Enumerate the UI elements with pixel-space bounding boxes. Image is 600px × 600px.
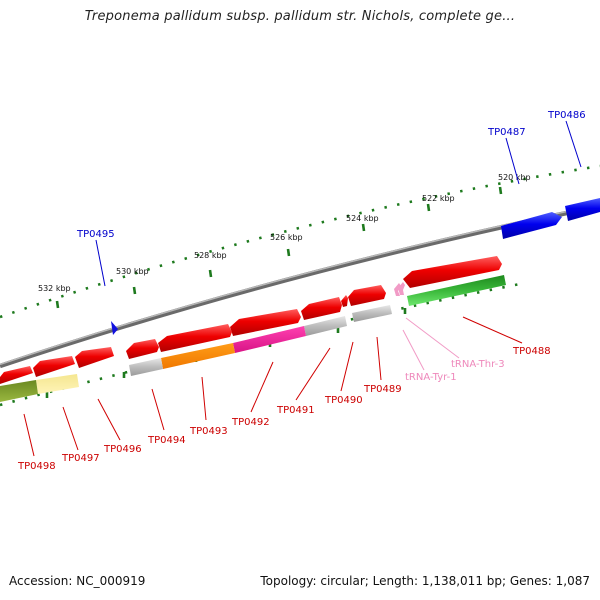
ruler-label-526: 526 kbp: [270, 233, 303, 242]
gene-TP0490-small[interactable]: [341, 295, 348, 307]
feature-bar-gray-489: [352, 305, 392, 322]
gene-TP0496[interactable]: [75, 347, 114, 368]
gene-TP0495[interactable]: [111, 321, 118, 335]
gene-TP0491[interactable]: [301, 297, 342, 320]
map-title: Treponema pallidum subsp. pallidum str. …: [84, 9, 516, 24]
gene-TP0497[interactable]: [33, 356, 75, 377]
label-TP0487[interactable]: TP0487: [487, 127, 526, 138]
label-TP0497[interactable]: TP0497: [61, 453, 100, 464]
label-TP0488[interactable]: TP0488: [512, 346, 551, 357]
gene-TP0487[interactable]: [501, 212, 562, 239]
ruler-label-528: 528 kbp: [194, 251, 227, 260]
feature-bar-yellow: [36, 374, 79, 394]
label-TP0494[interactable]: TP0494: [147, 435, 186, 446]
feature-bar-magenta: [233, 326, 306, 353]
gene-TP0494[interactable]: [126, 339, 159, 359]
label-TP0492[interactable]: TP0492: [231, 417, 270, 428]
gene-TP0488[interactable]: [403, 256, 502, 288]
ruler-label-520: 520 kbp: [498, 173, 531, 182]
label-TP0486[interactable]: TP0486: [547, 110, 586, 121]
feature-bar-gray-491: [304, 316, 347, 336]
ruler-label-524: 524 kbp: [346, 214, 379, 223]
gene-tRNA-Thr-3[interactable]: [394, 283, 401, 296]
feature-bar-olive: [0, 380, 38, 402]
topology-text: Topology: circular; Length: 1,138,011 bp…: [260, 574, 590, 588]
feature-bar-gray-494: [129, 358, 163, 376]
label-TP0495[interactable]: TP0495: [76, 229, 115, 240]
label-TP0496[interactable]: TP0496: [103, 444, 142, 455]
label-TP0489[interactable]: TP0489: [363, 384, 402, 395]
outer-ruler-ticks: [55, 186, 503, 309]
gene-tRNA-Tyr-1[interactable]: [398, 282, 405, 295]
ruler-label-530: 530 kbp: [116, 267, 149, 276]
ruler-label-532: 532 kbp: [38, 284, 71, 293]
accession-text: Accession: NC_000919: [9, 574, 146, 588]
gene-TP0489[interactable]: [348, 285, 386, 306]
feature-bar-orange: [161, 343, 235, 369]
feature-bar-green: [407, 275, 506, 306]
gene-TP0493[interactable]: [158, 324, 232, 352]
gene-TP0498[interactable]: [0, 366, 33, 384]
label-TP0493[interactable]: TP0493: [189, 426, 228, 437]
ruler-label-522: 522 kbp: [422, 194, 455, 203]
label-tRNA-Thr-3[interactable]: tRNA-Thr-3: [451, 359, 505, 370]
label-tRNA-Tyr-1[interactable]: tRNA-Tyr-1: [405, 372, 457, 383]
label-TP0491[interactable]: TP0491: [276, 405, 315, 416]
gene-TP0492[interactable]: [230, 309, 301, 336]
gene-TP0486[interactable]: [565, 198, 600, 221]
label-TP0490[interactable]: TP0490: [324, 395, 363, 406]
label-TP0498[interactable]: TP0498: [17, 461, 56, 472]
